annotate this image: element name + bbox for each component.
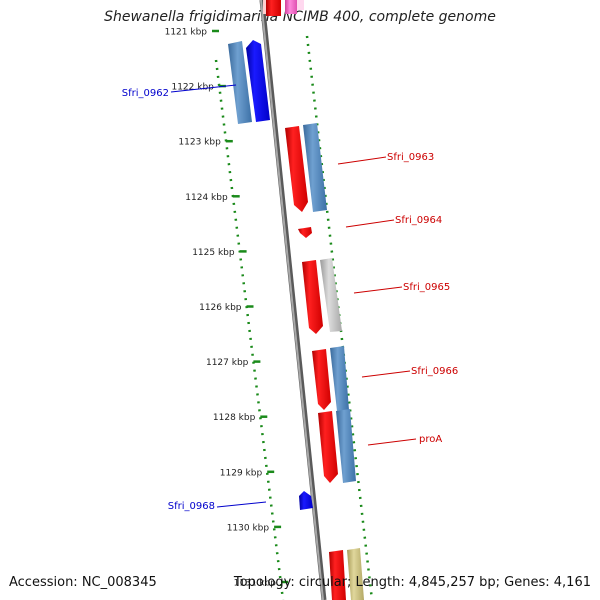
leader-proA [367, 438, 417, 446]
gene-arrow-0962 [246, 40, 270, 122]
leader-0968 [216, 501, 267, 508]
top-pink-gene [285, 0, 297, 14]
gene-label-0962[interactable]: Sfri_0962 [122, 88, 169, 99]
leader-0965 [353, 286, 403, 294]
ruler-lines [214, 35, 374, 600]
gene-label-0964[interactable]: Sfri_0964 [395, 215, 442, 226]
cds-block-0966 [330, 346, 349, 411]
page-title: Shewanella frigidimarina NCIMB 400, comp… [104, 9, 496, 25]
label-leaders [170, 84, 417, 508]
gene-label-0963[interactable]: Sfri_0963 [387, 152, 434, 163]
cds-block-proA [336, 409, 356, 483]
kbp-tick-label: 1123 kbp [178, 138, 221, 148]
gene-label-0965[interactable]: Sfri_0965 [403, 282, 450, 293]
inner-dotted-ruler [214, 59, 285, 600]
gene-arrow-proA [318, 411, 338, 483]
kbp-ticks: 1121 kbp 1122 kbp 1123 kbp 1124 kbp 1125 kbp… [165, 28, 288, 589]
kbp-tick-label: 1124 kbp [185, 193, 228, 203]
kbp-tick-label: 1121 kbp [165, 28, 208, 38]
gene-arrow-0965 [302, 260, 323, 334]
gene-arrow-0964 [298, 227, 312, 238]
kbp-tick-label: 1130 kbp [227, 523, 270, 533]
gene-labels: Sfri_0962 Sfri_0963 Sfri_0964 Sfri_0965 … [122, 88, 458, 512]
kbp-tick-label: 1129 kbp [220, 468, 263, 478]
kbp-tick-label: 1122 kbp [171, 83, 214, 93]
outer-dotted-ruler [305, 35, 374, 600]
kbp-tick-label: 1131 kbp [234, 579, 277, 589]
cds-block-0962 [228, 41, 252, 124]
topology-text: Topology: circular; Length: 4,845,257 bp… [233, 575, 591, 590]
gene-arrow-0966 [312, 349, 331, 410]
accession-text: Accession: NC_008345 [9, 575, 157, 590]
bottom-red-gene [329, 550, 346, 600]
kbp-tick-label: 1125 kbp [192, 248, 235, 258]
top-red-gene [266, 0, 281, 16]
gene-label-proA[interactable]: proA [419, 434, 442, 445]
leader-0966 [361, 370, 411, 378]
gene-label-0968[interactable]: Sfri_0968 [168, 501, 215, 512]
gene-label-0966[interactable]: Sfri_0966 [411, 366, 458, 377]
gene-arrow-0963 [285, 126, 308, 212]
gene-arrow-0968 [299, 491, 313, 510]
top-faded-pink-gene [297, 0, 304, 10]
leader-0964 [345, 219, 395, 228]
cds-block-0963 [303, 123, 327, 212]
kbp-tick-label: 1127 kbp [206, 358, 249, 368]
leader-0962 [170, 84, 237, 93]
cds-block-0965 [320, 258, 342, 332]
leader-0963 [337, 156, 387, 165]
backbone-highlight [260, 0, 324, 600]
kbp-tick-label: 1126 kbp [199, 303, 242, 313]
kbp-tick-label: 1128 kbp [213, 413, 256, 423]
bottom-khaki-gene [347, 548, 364, 600]
